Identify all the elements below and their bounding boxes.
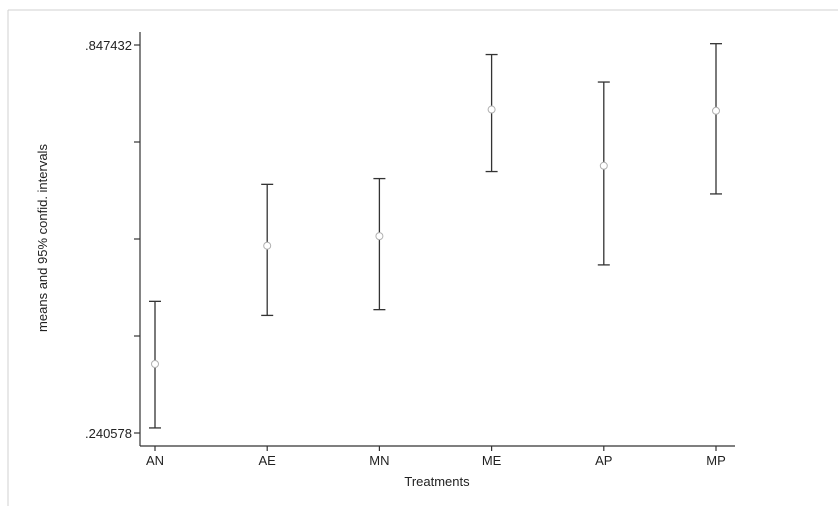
error-bar-mp (710, 43, 722, 195)
x-axis-title: Treatments (404, 474, 470, 489)
y-tick-label: .240578 (85, 426, 132, 441)
x-tick-label: MN (369, 453, 389, 468)
chart-marks (149, 43, 722, 429)
x-tick-label: MP (706, 453, 726, 468)
x-tick-label: AN (146, 453, 164, 468)
error-bar-ap (597, 81, 610, 266)
error-bar-ae (261, 183, 274, 317)
error-bar-me (485, 53, 498, 173)
mean-marker (151, 359, 159, 368)
y-tick-label: .847432 (85, 38, 132, 53)
error-bar-an (149, 300, 161, 429)
y-axis-title: means and 95% confid. intervals (35, 144, 50, 332)
mean-marker (263, 241, 272, 250)
axes: .240578 .847432 AN AE MN ME AP MP (85, 32, 735, 468)
x-tick-label: AP (595, 453, 612, 468)
mean-marker (599, 161, 608, 170)
mean-marker (487, 105, 496, 114)
mean-marker (375, 232, 384, 241)
error-bar-mn (373, 177, 386, 311)
x-tick-label: AE (259, 453, 277, 468)
mean-marker (712, 106, 720, 115)
x-tick-label: ME (482, 453, 502, 468)
